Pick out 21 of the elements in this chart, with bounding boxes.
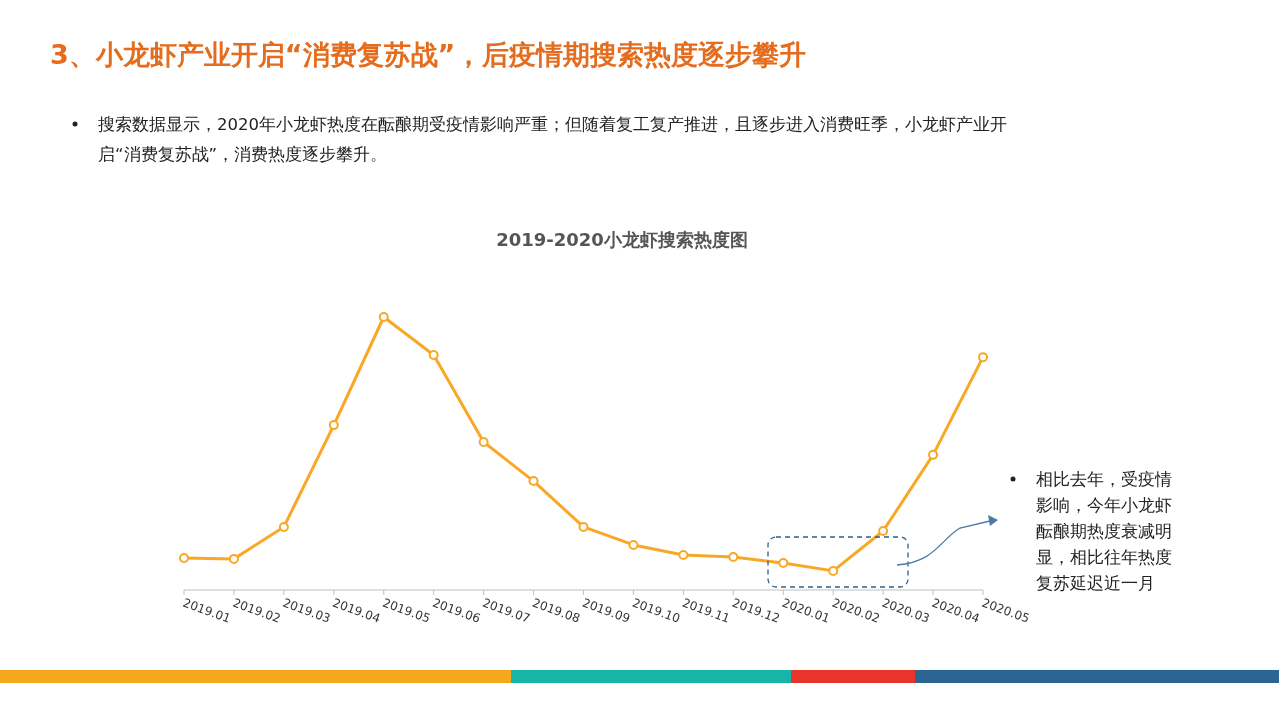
point [578,521,589,532]
point [528,476,539,487]
text: 相比去年，受疫情影响，今年小龙虾酝酿期热度衰减明显，相比往年热度复苏延迟近一月 [1036,468,1173,595]
point [179,553,189,564]
point [328,420,339,431]
text: 3、小龙虾产业开启“消费复苏战”，后疫情期搜索热度逐步攀升 [50,39,807,70]
point [478,437,489,448]
point [978,352,988,363]
point [378,312,389,322]
point [728,551,739,562]
text: 搜索数据显示，2020年小龙虾热度在酝酿期受疫情影响严重；但随着复工复产推进，且逐步进入消费旺季，小龙虾产业开启“消费复苏战”，消费热度逐步攀升。 [98,114,1008,166]
point [228,553,239,564]
chart-title: 2019-2020小龙虾搜索热度图 [496,229,748,250]
point [278,521,289,532]
point [428,349,439,360]
point [628,539,639,550]
point [928,449,939,460]
point [778,557,789,568]
point [678,550,689,561]
point [878,526,889,537]
point [828,565,839,576]
